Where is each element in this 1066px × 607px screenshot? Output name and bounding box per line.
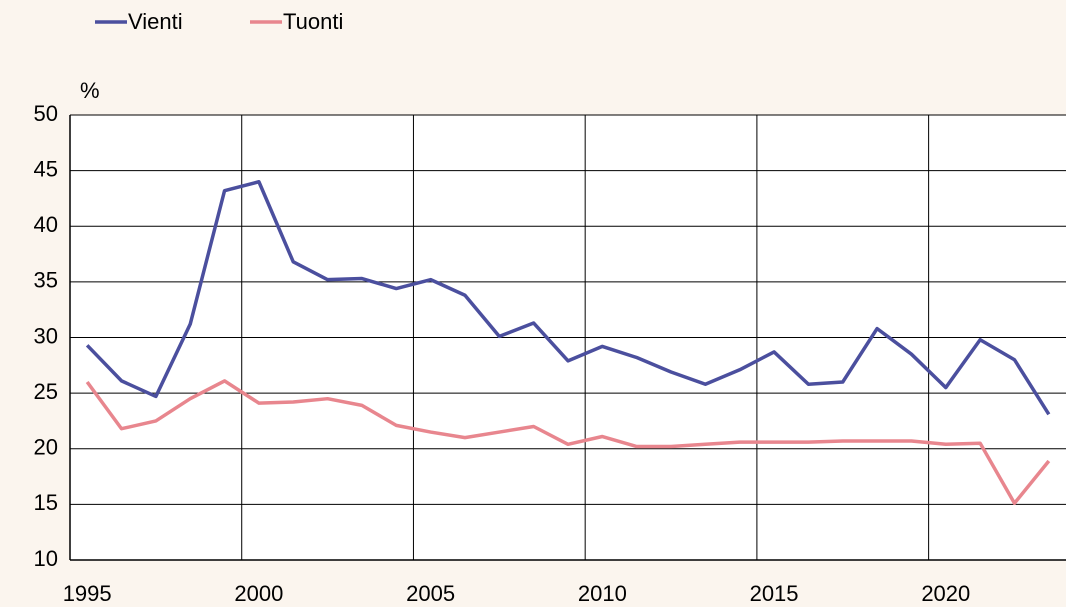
y-tick-label: 25 (34, 379, 58, 404)
y-tick-label: 30 (34, 323, 58, 348)
series-line (85, 379, 1051, 506)
x-tick-label: 1995 (63, 581, 112, 606)
y-tick-label: 10 (34, 546, 58, 571)
series-line (85, 180, 1051, 416)
x-tick-label: 2010 (578, 581, 627, 606)
y-tick-label: 15 (34, 490, 58, 515)
y-axis-unit: % (80, 78, 100, 103)
legend-label: Vienti (128, 9, 183, 34)
y-tick-label: 45 (34, 156, 58, 181)
x-tick-label: 2015 (750, 581, 799, 606)
x-tick-label: 2005 (406, 581, 455, 606)
x-tick-label: 2000 (234, 581, 283, 606)
legend-label: Tuonti (283, 9, 343, 34)
y-tick-label: 20 (34, 435, 58, 460)
x-tick-label: 2020 (921, 581, 970, 606)
y-tick-label: 40 (34, 212, 58, 237)
y-tick-label: 35 (34, 268, 58, 293)
y-tick-label: 50 (34, 101, 58, 126)
